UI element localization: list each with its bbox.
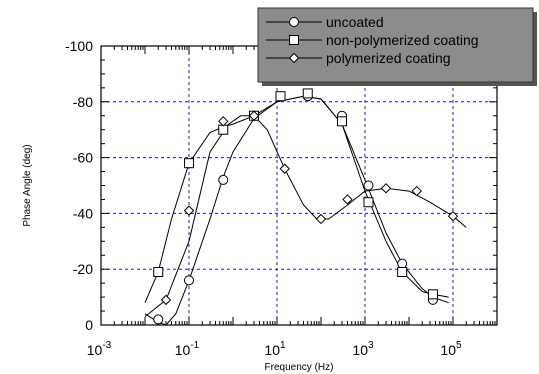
y-tick-label: -60 <box>73 150 93 166</box>
x-tick-label: 10-3 <box>87 340 112 358</box>
y-tick-label: 0 <box>85 317 93 333</box>
x-tick-label: 101 <box>264 340 286 358</box>
y-tick-label: -100 <box>65 38 93 54</box>
y-tick-label: -40 <box>73 205 93 221</box>
data-point-diamond <box>342 194 353 205</box>
data-point-square <box>275 91 286 102</box>
data-point-square <box>397 266 408 277</box>
data-point-circle <box>218 174 229 185</box>
data-point-circle <box>397 258 408 269</box>
legend-marker-diamond <box>288 52 300 64</box>
data-point-diamond <box>218 116 229 127</box>
data-point-diamond <box>183 205 195 216</box>
data-point-square <box>363 197 374 208</box>
x-axis-label: Frequency (Hz) <box>265 362 334 373</box>
data-point-square <box>427 289 438 300</box>
data-point-square <box>302 88 313 99</box>
legend-marker-square <box>289 35 299 45</box>
y-tick-label: -80 <box>73 94 93 110</box>
x-tick-label: 10-1 <box>175 340 200 358</box>
data-point-square <box>218 124 229 135</box>
legend-box <box>257 7 534 83</box>
data-point-square <box>336 116 347 127</box>
data-point-diamond <box>447 210 459 222</box>
data-point-diamond <box>279 163 290 174</box>
x-tick-label: 105 <box>440 340 462 358</box>
data-point-circle <box>184 275 194 286</box>
legend-marker-circle <box>289 17 299 27</box>
data-point-square <box>184 158 194 169</box>
data-point-diamond <box>248 110 260 121</box>
data-point-diamond <box>315 213 327 225</box>
data-point-circle <box>153 314 164 325</box>
legend-label: non-polymerized coating <box>326 32 479 48</box>
data-point-diamond <box>160 294 172 306</box>
y-tick-label: -20 <box>73 261 93 277</box>
legend-label: polymerized coating <box>326 50 451 66</box>
data-point-diamond <box>380 183 392 194</box>
plot-area <box>101 46 497 325</box>
data-point-square <box>153 266 164 277</box>
y-axis-label: Phase Angle (deg) <box>22 144 33 226</box>
data-point-circle <box>363 180 374 191</box>
x-tick-label: 103 <box>352 340 374 358</box>
series-line-polymerized-coating <box>144 115 467 317</box>
legend-label: uncoated <box>326 14 384 30</box>
data-point-diamond <box>411 185 422 197</box>
